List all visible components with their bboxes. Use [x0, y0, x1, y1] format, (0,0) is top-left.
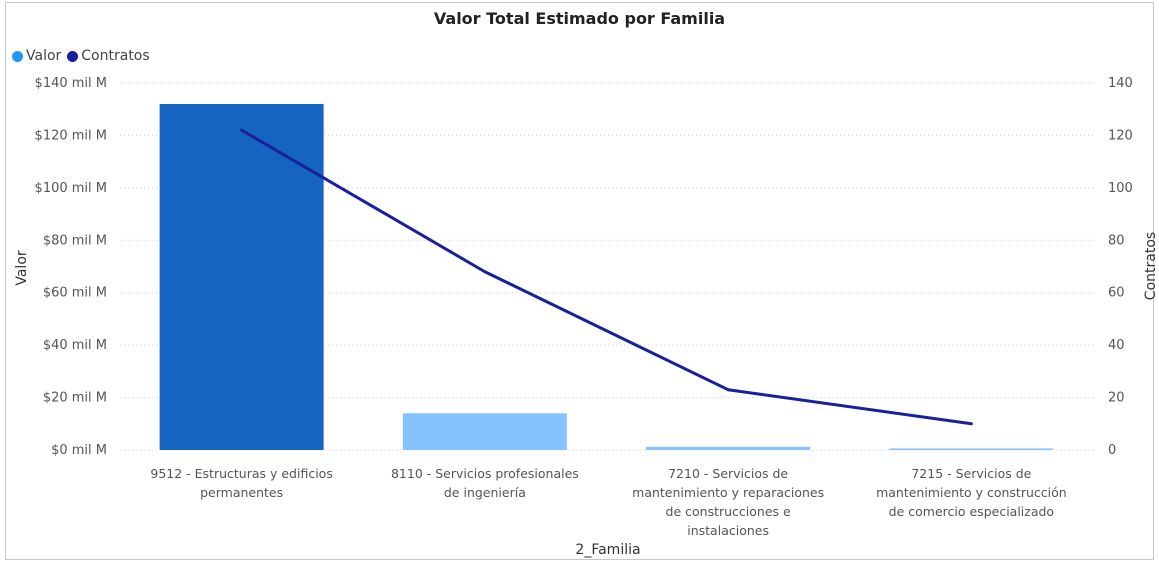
- legend-marker-contratos: [67, 50, 79, 62]
- y2-tick-label: 140: [1108, 76, 1133, 91]
- bar: [889, 448, 1054, 450]
- x-tick-label: 7210 - Servicios de mantenimiento y repar…: [632, 466, 824, 538]
- legend-label-contratos: Contratos: [81, 48, 150, 64]
- legend-label-valor: Valor: [26, 48, 62, 64]
- x-tick-label: 8110 - Servicios profesionales de ingenie…: [391, 466, 579, 500]
- y2-tick-label: 80: [1108, 233, 1125, 248]
- y2-tick-label: 20: [1108, 391, 1125, 406]
- legend-marker-valor: [12, 50, 23, 62]
- y-tick-label: $140 mil M: [35, 76, 107, 91]
- y2-axis-title: Contratos: [1143, 232, 1159, 300]
- y-tick-label: $40 mil M: [43, 338, 107, 353]
- series-line-contratos: [240, 128, 972, 426]
- legend-item-contratos[interactable]: Contratos: [67, 48, 150, 64]
- y2-tick-label: 40: [1108, 338, 1125, 353]
- y-tick-label: $120 mil M: [35, 128, 107, 143]
- x-tick-label: 9512 - Estructuras y edificios permanente…: [150, 466, 332, 500]
- chart-legend: Valor Contratos: [12, 48, 156, 64]
- x-axis-title: 2_Familia: [575, 542, 640, 558]
- line-point: [483, 270, 487, 274]
- y-tick-label: $60 mil M: [43, 286, 107, 301]
- y-tick-label: $100 mil M: [35, 181, 107, 196]
- line-point: [240, 128, 244, 132]
- chart-title: Valor Total Estimado por Familia: [433, 9, 726, 28]
- y-axis-title: Valor: [14, 250, 30, 286]
- bar: [159, 103, 324, 450]
- y2-tick-label: 0: [1108, 443, 1116, 458]
- x-tick-label: 7215 - Servicios de mantenimiento y const…: [876, 466, 1067, 519]
- line-point: [726, 388, 730, 392]
- bar: [646, 446, 811, 450]
- y2-tick-label: 100: [1108, 181, 1133, 196]
- y2-tick-label: 60: [1108, 286, 1125, 301]
- y-tick-label: $80 mil M: [43, 233, 107, 248]
- bar: [402, 413, 567, 450]
- legend-item-valor[interactable]: Valor: [12, 48, 61, 64]
- y2-tick-label: 120: [1108, 128, 1133, 143]
- y-tick-label: $0 mil M: [51, 443, 107, 458]
- y-tick-label: $20 mil M: [43, 391, 107, 406]
- line-point: [969, 422, 973, 426]
